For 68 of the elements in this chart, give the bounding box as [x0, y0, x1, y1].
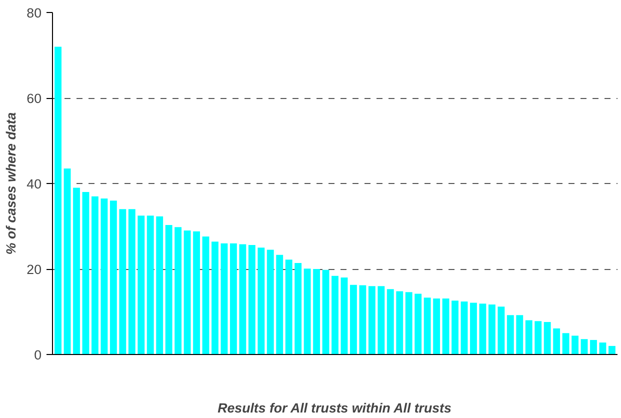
bar	[460, 301, 468, 354]
bar	[608, 346, 616, 354]
bar	[488, 304, 496, 354]
bar	[165, 224, 172, 354]
bar	[498, 306, 505, 354]
y-tick-label: 80	[26, 6, 42, 20]
bar	[212, 242, 218, 354]
bar	[220, 243, 228, 354]
bar	[184, 230, 191, 354]
bar	[386, 289, 394, 354]
bar	[405, 292, 412, 354]
bar	[452, 300, 458, 354]
bar	[285, 260, 292, 354]
bar	[534, 321, 542, 354]
bar	[304, 268, 311, 354]
bar	[359, 285, 366, 354]
bar	[54, 46, 62, 354]
bar	[350, 284, 357, 354]
y-tick-label: 0	[34, 348, 42, 362]
bar	[92, 196, 98, 354]
bar	[424, 298, 431, 354]
bar	[73, 188, 80, 354]
bar	[553, 328, 560, 354]
bar	[266, 250, 274, 354]
bar	[100, 198, 108, 354]
bar	[248, 245, 256, 354]
bar	[258, 248, 265, 354]
bar	[590, 340, 597, 354]
y-tick-label: 60	[26, 91, 42, 106]
bar	[396, 291, 404, 354]
bar	[544, 322, 551, 354]
y-tick-label: 40	[26, 176, 42, 192]
bar	[479, 304, 486, 354]
bar	[580, 339, 588, 354]
bar	[332, 276, 338, 354]
bar	[174, 227, 182, 354]
bar	[470, 302, 477, 354]
bar	[442, 298, 450, 354]
bar	[128, 209, 136, 354]
bar	[433, 298, 440, 354]
bar	[562, 333, 570, 354]
bar	[572, 336, 578, 354]
bar	[294, 263, 302, 354]
bar	[378, 286, 385, 354]
bar	[138, 216, 145, 354]
bar	[313, 269, 320, 354]
x-axis-title: Results for All trusts within All trusts	[218, 400, 452, 416]
bar	[368, 286, 376, 354]
bar	[506, 315, 514, 354]
bar	[193, 231, 200, 354]
y-tick-label: 20	[26, 262, 42, 277]
bar	[276, 254, 284, 354]
bar	[599, 342, 606, 354]
bar	[156, 216, 164, 354]
y-axis-title: % of cases where data	[4, 112, 19, 255]
bar	[516, 315, 524, 354]
bar	[119, 209, 126, 354]
bar	[340, 278, 348, 354]
bar	[414, 294, 422, 354]
bar	[146, 216, 154, 354]
bar	[322, 270, 330, 354]
bar	[525, 320, 532, 354]
bar	[230, 243, 237, 354]
bar	[64, 168, 71, 354]
bar	[82, 192, 90, 354]
bar	[239, 244, 246, 354]
bar	[202, 236, 210, 354]
bar	[110, 200, 117, 354]
